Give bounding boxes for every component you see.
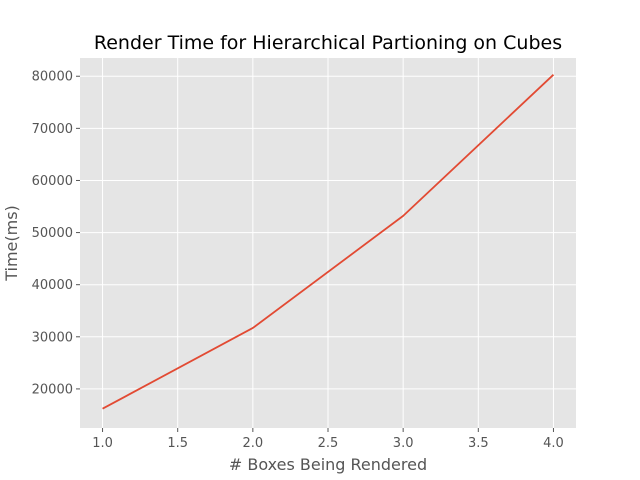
series-layer	[102, 74, 555, 410]
y-tick-label: 50000	[32, 226, 73, 241]
x-tick-label: 3.0	[393, 436, 414, 451]
y-tick-label: 60000	[32, 174, 73, 189]
x-tick-label: 2.5	[318, 436, 339, 451]
x-tick-label: 1.5	[167, 436, 188, 451]
x-tick-label: 3.5	[468, 436, 489, 451]
y-tick-label: 20000	[32, 382, 73, 397]
y-axis-label: Time(ms)	[2, 205, 21, 282]
x-tick-label: 1.0	[92, 436, 113, 451]
y-tick-label: 80000	[32, 70, 73, 85]
x-tick-label: 2.0	[243, 436, 264, 451]
x-axis-label: # Boxes Being Rendered	[229, 455, 427, 474]
x-gridlines	[102, 58, 554, 428]
y-tick-label: 30000	[32, 330, 73, 345]
x-tick-label: 4.0	[543, 436, 564, 451]
chart-title: Render Time for Hierarchical Partioning …	[94, 32, 562, 54]
y-tick-label: 40000	[32, 278, 73, 293]
x-axis-ticks: 1.0 1.5 2.0 2.5 3.0 3.5 4.0	[92, 428, 564, 451]
y-tick-label: 70000	[32, 122, 73, 137]
y-gridlines	[80, 75, 576, 390]
series-line	[102, 74, 555, 410]
y-axis-ticks: 20000 30000 40000 50000 60000 70000 80000	[32, 70, 80, 397]
